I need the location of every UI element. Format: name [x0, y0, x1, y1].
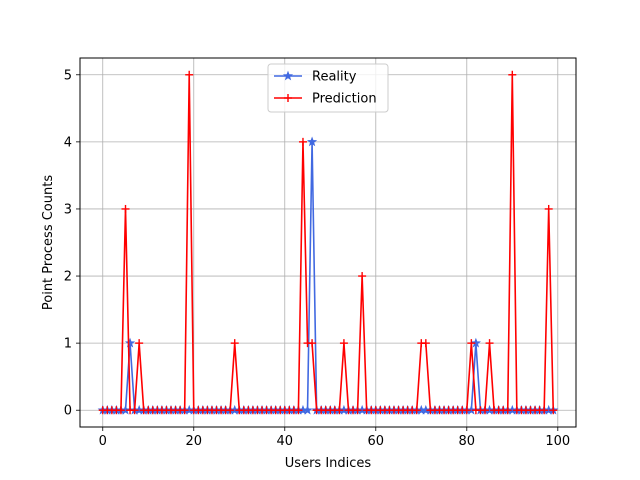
- prediction-point: [462, 406, 471, 415]
- reality-point: [306, 136, 318, 147]
- prediction-point: [135, 339, 144, 348]
- prediction-point: [180, 406, 189, 415]
- legend-label-prediction: Prediction: [312, 92, 377, 107]
- y-tick-label: 5: [64, 68, 72, 83]
- prediction-point: [294, 406, 303, 415]
- legend: Reality Prediction: [267, 63, 389, 113]
- prediction-point: [544, 204, 553, 213]
- x-tick-label: 100: [545, 434, 570, 449]
- series-reality: [97, 136, 559, 415]
- legend-marker-reality: [282, 70, 294, 81]
- ticks: 0 20 40 60 80 100 0 1 2 3 4 5: [64, 68, 570, 449]
- reality-point: [302, 404, 313, 415]
- prediction-point: [503, 406, 512, 415]
- y-axis-title: Point Process Counts: [41, 175, 56, 310]
- y-tick-label: 0: [64, 404, 72, 419]
- prediction-point: [485, 339, 494, 348]
- prediction-point: [339, 339, 348, 348]
- plot-frame: [79, 57, 577, 428]
- prediction-point: [130, 406, 139, 415]
- prediction-point: [358, 272, 367, 281]
- x-tick-label: 20: [185, 434, 202, 449]
- prediction-point: [226, 406, 235, 415]
- prediction-point: [185, 70, 194, 79]
- legend-marker-prediction: [284, 94, 292, 102]
- legend-item-reality: Reality: [274, 70, 357, 85]
- x-tick-label: 0: [99, 434, 107, 449]
- prediction-point: [121, 204, 130, 213]
- prediction-point: [549, 406, 558, 415]
- legend-item-prediction: Prediction: [274, 92, 377, 107]
- x-tick-label: 80: [459, 434, 476, 449]
- series-layer: [97, 70, 559, 415]
- prediction-line: [102, 73, 555, 412]
- grid: [80, 58, 576, 427]
- x-tick-label: 40: [276, 434, 293, 449]
- prediction-point: [467, 339, 476, 348]
- prediction-point: [230, 339, 239, 348]
- prediction-point: [412, 406, 421, 415]
- prediction-point: [480, 406, 489, 415]
- prediction-point: [421, 339, 430, 348]
- y-tick-label: 4: [64, 135, 72, 150]
- reality-point: [124, 337, 136, 348]
- prediction-point: [508, 70, 517, 79]
- prediction-point: [116, 406, 125, 415]
- y-tick-label: 2: [64, 270, 72, 285]
- prediction-point: [308, 339, 317, 348]
- prediction-point: [335, 406, 344, 415]
- y-tick-label: 1: [64, 337, 72, 352]
- y-tick-label: 3: [64, 202, 72, 217]
- prediction-point: [298, 137, 307, 146]
- prediction-point: [353, 406, 362, 415]
- series-prediction: [98, 70, 558, 415]
- reality-point: [120, 404, 131, 415]
- legend-label-reality: Reality: [312, 70, 357, 85]
- reality-point: [470, 337, 481, 348]
- reality-point: [466, 404, 477, 415]
- x-tick-label: 60: [368, 434, 385, 449]
- prediction-point: [540, 406, 549, 415]
- x-axis-title: Users Indices: [285, 456, 372, 471]
